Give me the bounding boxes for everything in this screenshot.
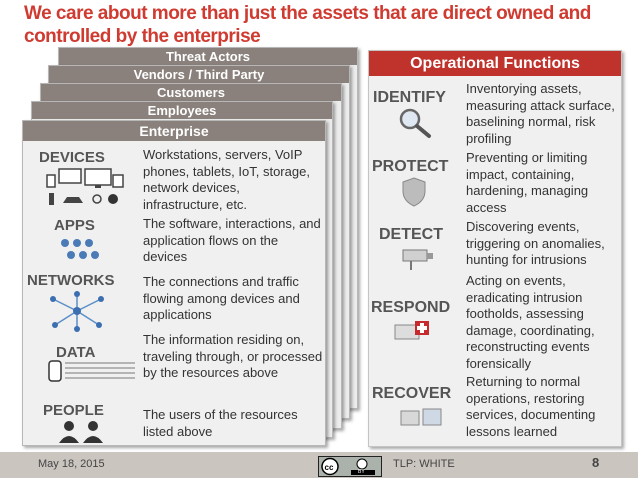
networks-label: NETWORKS [27, 272, 115, 289]
respond-text: Acting on events, eradicating intrusion … [466, 273, 595, 371]
svg-text:cc: cc [325, 463, 334, 472]
enterprise-card: Enterprise DEVICES Workstations, servers… [22, 120, 326, 446]
slide-title: We care about more than just the assets … [24, 3, 591, 47]
footer-tlp: TLP: WHITE [393, 458, 455, 470]
footer-date: May 18, 2015 [38, 458, 105, 470]
page-number: 8 [592, 455, 600, 470]
people-label: PEOPLE [43, 402, 104, 419]
recover-label: RECOVER [372, 385, 452, 402]
protect-text: Preventing or limiting impact, containin… [466, 150, 589, 215]
apps-label: APPS [54, 217, 95, 234]
respond-label: RESPOND [371, 299, 451, 316]
apps-icon [61, 239, 99, 259]
operational-functions-card: Operational Functions IDENTIFY Inventory… [368, 50, 622, 447]
identify-label: IDENTIFY [373, 89, 446, 106]
enterprise-header: Enterprise [23, 121, 325, 141]
camera-icon [402, 249, 433, 270]
layer-header: Customers [41, 84, 341, 101]
networks-text: The connections and traffic flowing amon… [143, 274, 300, 322]
data-icon [48, 360, 135, 382]
license-badge: BY [358, 469, 365, 475]
apps-text: The software, interactions, and applicat… [143, 216, 321, 264]
devices-icon [46, 168, 124, 205]
identify-text: Inventorying assets, measuring attack su… [466, 81, 615, 146]
people-text: The users of the resources listed above [143, 407, 298, 439]
people-icon [59, 421, 103, 443]
recover-icon [400, 408, 442, 426]
magnifier-icon [399, 108, 431, 138]
detect-text: Discovering events, triggering on anomal… [466, 219, 605, 267]
layer-header: Employees [32, 102, 332, 119]
layer-header: Vendors / Third Party [49, 66, 349, 83]
data-text: The information residing on, traveling t… [143, 332, 323, 380]
cc-by-icon: cc BY [318, 456, 382, 477]
detect-label: DETECT [379, 226, 443, 243]
data-label: DATA [56, 344, 96, 361]
devices-label: DEVICES [39, 149, 105, 166]
devices-text: Workstations, servers, VoIP phones, tabl… [143, 147, 310, 212]
recover-text: Returning to normal operations, restorin… [466, 374, 596, 439]
protect-label: PROTECT [372, 158, 449, 175]
shield-icon [402, 177, 426, 207]
layer-header: Threat Actors [59, 48, 357, 65]
first-aid-icon [394, 321, 429, 340]
network-icon [50, 291, 104, 332]
operational-header: Operational Functions [369, 51, 621, 76]
